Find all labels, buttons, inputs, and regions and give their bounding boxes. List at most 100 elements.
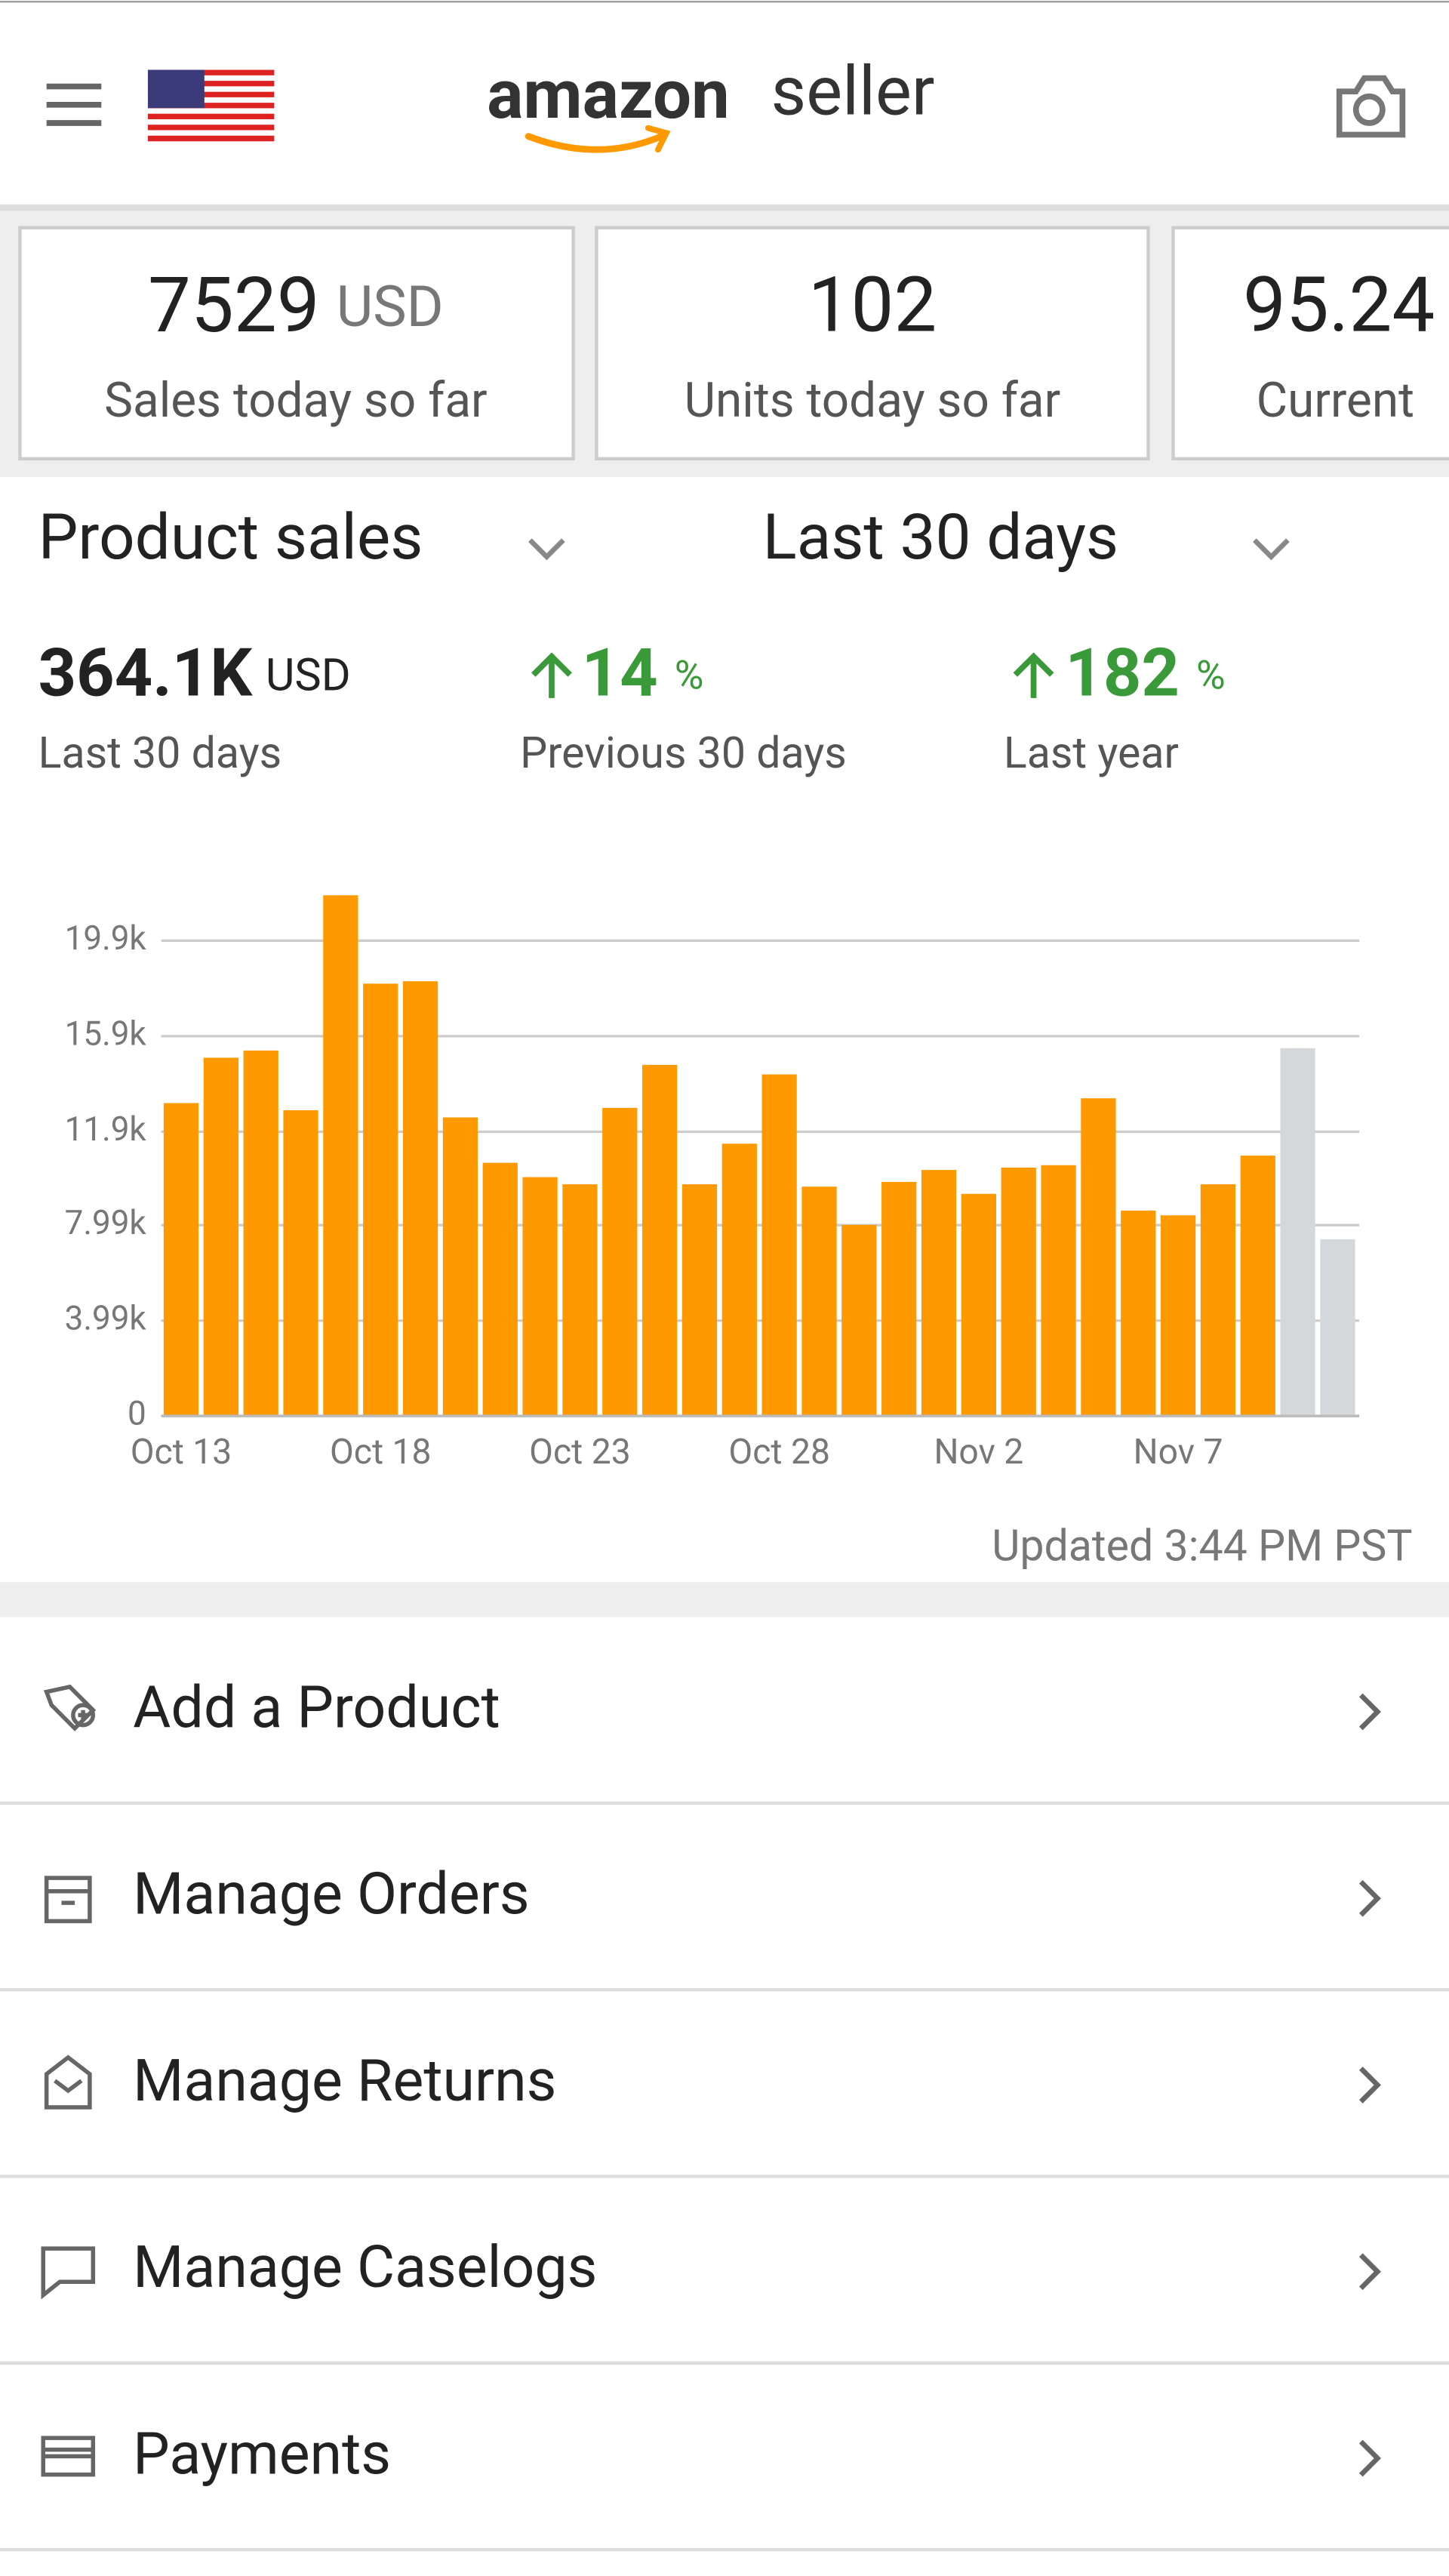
bar (841, 1224, 877, 1417)
menu-item[interactable]: Add a Product (0, 1620, 1449, 1804)
bar (1320, 1239, 1355, 1417)
y-tick-label: 15.9k (65, 1014, 147, 1054)
x-tick-label: Oct 18 (330, 1432, 432, 1473)
chevron-right (1358, 2067, 1381, 2104)
x-tick-label: Oct 28 (728, 1432, 830, 1473)
up-arrow (531, 652, 572, 698)
kpi-card[interactable] (595, 226, 1150, 460)
bar (243, 1050, 278, 1417)
stat-number: 182 (1065, 634, 1180, 712)
menu-icon (41, 2246, 96, 2300)
bar (1160, 1215, 1196, 1417)
logo-smile (525, 133, 665, 153)
bar (1280, 1048, 1315, 1417)
dropdown-chevron (1253, 538, 1290, 561)
kpi-card[interactable] (1171, 226, 1449, 460)
menu-label: Payments (133, 2420, 391, 2488)
menu-row (0, 1807, 1449, 1990)
chevron-right (1358, 1693, 1381, 1731)
menu-row (0, 1993, 1449, 2177)
stat-unit: % (1196, 651, 1226, 698)
bar (562, 1184, 598, 1417)
stat-value: 182% (1065, 634, 1225, 712)
camera-button[interactable] (1336, 75, 1406, 138)
menu-label: Manage Returns (133, 2047, 556, 2115)
bar (801, 1186, 837, 1417)
chevron-right (1358, 2439, 1381, 2477)
bar (1240, 1156, 1275, 1417)
kpi-value: 102 (808, 260, 937, 350)
bar (1200, 1184, 1236, 1417)
menu-item[interactable]: Payments (0, 2366, 1449, 2550)
bar (761, 1074, 797, 1417)
logo-product: seller (771, 52, 935, 132)
bar (642, 1064, 678, 1417)
menu-row (0, 2180, 1449, 2363)
y-tick-label: 0 (128, 1394, 146, 1433)
bar (921, 1170, 957, 1417)
menu-label: Add a Product (133, 1673, 500, 1741)
bar (203, 1057, 238, 1417)
bar (482, 1162, 518, 1417)
menu-icon (44, 2054, 92, 2110)
x-tick-label: Oct 13 (131, 1432, 232, 1473)
updated-time: Updated 3:44 PM PST (992, 1520, 1412, 1571)
stat-value: 364.1K USD (38, 634, 351, 712)
menu-icon (43, 1684, 97, 1731)
bar (1121, 1210, 1156, 1417)
stat-unit: USD (266, 648, 351, 701)
menu-icon (44, 1876, 92, 1924)
bar (681, 1184, 718, 1417)
stat-label: Last 30 days (38, 728, 282, 778)
bar (881, 1181, 917, 1417)
kpi-value: 7529 USD (148, 260, 444, 350)
stat-number: 14 (582, 634, 658, 712)
logo-arrow (645, 125, 671, 153)
bar (961, 1193, 996, 1417)
bar (721, 1143, 757, 1417)
stat-number: 364.1K (38, 634, 254, 712)
kpi-number: 7529 (148, 260, 320, 350)
menu-label: Manage Caselogs (133, 2233, 597, 2301)
kpi-label: Current (1257, 372, 1414, 429)
menu-item[interactable]: Manage Orders (0, 1807, 1449, 1990)
y-tick-label: 7.99k (65, 1203, 147, 1242)
bar (1001, 1167, 1036, 1417)
menu-row (0, 1620, 1449, 1804)
header-shadow (0, 204, 1449, 211)
y-tick-label: 3.99k (65, 1298, 147, 1337)
stat-unit: % (675, 651, 704, 698)
menu-item[interactable]: Manage Caselogs (0, 2180, 1449, 2363)
metric-dropdown[interactable]: Product sales (38, 500, 423, 574)
menu-label: Manage Orders (133, 1860, 529, 1928)
up-arrow (1013, 652, 1054, 698)
bar (1081, 1098, 1116, 1417)
menu-item[interactable]: Manage Returns (0, 1993, 1449, 2177)
bar (602, 1107, 638, 1417)
bar (442, 1117, 478, 1417)
period-dropdown[interactable]: Last 30 days (763, 500, 1118, 574)
x-tick-label: Nov 7 (1134, 1432, 1223, 1473)
stat-value: 14% (582, 634, 704, 712)
menu-icon (41, 2436, 96, 2477)
kpi-label: Units today so far (685, 372, 1061, 429)
chevron-right (1358, 1879, 1381, 1917)
bar (323, 895, 358, 1417)
bar (283, 1109, 318, 1417)
dropdown-chevron (528, 538, 565, 561)
bar (402, 981, 438, 1417)
kpi-unit: USD (337, 275, 444, 340)
stat-label: Last year (1004, 728, 1179, 778)
x-tick-label: Oct 23 (529, 1432, 631, 1473)
stat-label: Previous 30 days (520, 728, 847, 778)
y-tick-label: 19.9k (65, 919, 147, 958)
chevron-right (1358, 2253, 1381, 2291)
kpi-card[interactable] (18, 226, 575, 460)
y-tick-label: 11.9k (65, 1109, 147, 1149)
bar (522, 1177, 558, 1417)
menu-button[interactable] (46, 83, 102, 126)
section-divider (0, 1582, 1449, 1617)
flag-icon[interactable] (147, 69, 275, 142)
